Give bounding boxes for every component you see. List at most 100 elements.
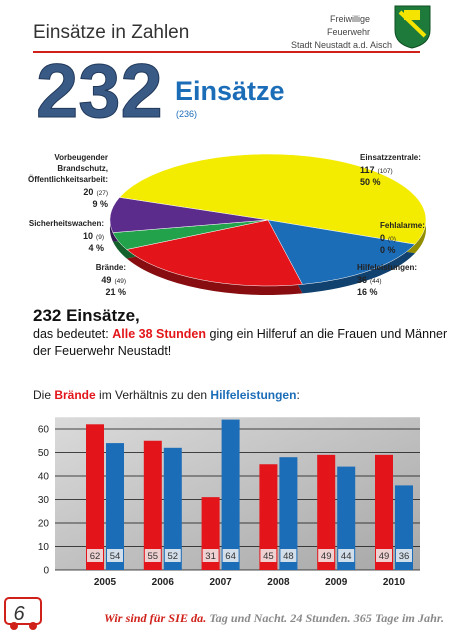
pie-percent: 9 % — [92, 199, 108, 209]
value-label: 64 — [225, 551, 236, 562]
footer-slogan: Wir sind für SIE da. Tag und Nacht. 24 S… — [104, 611, 444, 625]
bar — [337, 466, 356, 570]
footer-segment: Tag und Nacht. 24 Stunden. 365 Tage im J… — [206, 611, 444, 625]
value-label: 44 — [341, 551, 352, 562]
pie-previous: (27) — [96, 190, 108, 197]
pie-count-line: 117 (107) — [360, 165, 393, 175]
org-line: Freiwillige — [330, 14, 370, 24]
value-label-box — [376, 549, 392, 562]
bar — [259, 464, 278, 570]
page-badge: 6 — [4, 597, 42, 630]
value-label-box — [107, 549, 123, 562]
value-label-box — [338, 549, 355, 562]
body-segment: das bedeutet: — [33, 327, 112, 341]
org-line: Stadt Neustadt a.d. Aisch — [291, 40, 392, 50]
pie-previous: (49) — [114, 278, 126, 285]
value-label-box — [260, 549, 277, 562]
body-segment: Alle 38 Stunden — [112, 327, 206, 341]
y-tick-label: 10 — [38, 542, 50, 553]
pie-slice — [119, 153, 427, 245]
title-segment: Hilfeleistungen — [210, 388, 296, 402]
pie-chart: Einsatzzentrale: 117 (107) 50 % Hilfeleistun… — [28, 153, 427, 297]
pie-count-line: 10 (9) — [83, 231, 104, 241]
y-tick-label: 50 — [38, 448, 50, 459]
value-label: 36 — [399, 551, 410, 562]
x-tick-label: 2005 — [94, 577, 117, 588]
y-tick-label: 20 — [38, 519, 50, 530]
y-tick-label: 0 — [43, 566, 49, 577]
value-label: 49 — [321, 551, 332, 562]
bar — [317, 454, 336, 570]
value-label-box — [318, 549, 335, 562]
pie-label: Sicherheitswachen: — [29, 219, 104, 228]
y-tick-label: 60 — [38, 425, 50, 436]
bar — [106, 443, 124, 570]
value-label-box — [280, 549, 297, 562]
pie-count-line: 20 (27) — [83, 187, 108, 197]
pie-count: 20 — [83, 187, 93, 197]
bar — [375, 454, 393, 570]
value-label-box — [87, 549, 103, 562]
pie-percent: 50 % — [360, 177, 381, 187]
bar-chart-title: Die Brände im Verhältnis zu den Hilfelei… — [33, 388, 300, 402]
body-line: der Feuerwehr Neustadt! — [33, 344, 171, 358]
pie-label: Brandschutz, — [57, 164, 108, 173]
page-title: Einsätze in Zahlen — [33, 22, 189, 43]
bar — [143, 440, 162, 570]
value-label: 52 — [168, 551, 179, 562]
pie-count: 117 — [360, 165, 375, 175]
value-label: 55 — [148, 551, 159, 562]
pie-slice — [126, 219, 303, 287]
x-tick-label: 2006 — [152, 577, 175, 588]
pie-label: Einsatzzentrale: — [360, 153, 421, 162]
bar-chart: Die Brände im Verhältnis zu den Hilfelei… — [33, 388, 420, 588]
footer-segment: Wir sind für SIE da. — [104, 611, 206, 625]
value-label-box — [202, 549, 219, 562]
title-segment: Brände — [54, 388, 96, 402]
x-tick-label: 2007 — [209, 577, 232, 588]
pie-count-line: 0 (0) — [380, 233, 396, 243]
previous-total: (236) — [176, 109, 197, 119]
pie-previous: (0) — [388, 236, 396, 243]
page-number: 6 — [13, 603, 25, 625]
x-tick-label: 2008 — [267, 577, 290, 588]
value-label: 48 — [283, 551, 294, 562]
pie-previous: (9) — [96, 234, 104, 241]
value-label-box — [164, 549, 181, 562]
title-segment: Die — [33, 388, 54, 402]
pie-percent: 4 % — [88, 243, 104, 253]
pie-percent: 21 % — [105, 287, 126, 297]
pie-percent: 16 % — [357, 287, 378, 297]
value-label: 54 — [110, 551, 121, 562]
pie-slice — [267, 219, 416, 285]
y-tick-label: 40 — [38, 472, 50, 483]
pie-count: 36 — [357, 275, 367, 285]
bar — [395, 485, 413, 570]
pie-label: Fehlalarme: — [380, 221, 425, 230]
bar — [86, 424, 104, 570]
pie-label: Hilfeleistungen: — [357, 263, 417, 272]
value-label: 62 — [90, 551, 101, 562]
value-label: 31 — [205, 551, 216, 562]
pie-count: 10 — [83, 231, 93, 241]
x-tick-label: 2010 — [383, 577, 406, 588]
total-label: Einsätze — [175, 76, 285, 106]
pie-percent: 0 % — [380, 245, 396, 255]
value-label-box — [396, 549, 412, 562]
pie-label: Brände: — [96, 263, 126, 272]
body-segment: der Feuerwehr Neustadt! — [33, 344, 171, 358]
pie-label: Öffentlichkeitsarbeit: — [28, 175, 108, 184]
pie-label: Vorbeugender — [54, 153, 108, 162]
logo — [394, 5, 431, 49]
body-line: das bedeutet: Alle 38 Stunden ging ein H… — [33, 327, 447, 341]
bar — [221, 419, 240, 570]
pie-count: 0 — [380, 233, 385, 243]
body-heading: 232 Einsätze, — [33, 306, 140, 325]
pie-count-line: 36 (44) — [357, 275, 382, 285]
value-label: 45 — [263, 551, 274, 562]
value-label-box — [144, 549, 161, 562]
title-segment: : — [296, 388, 299, 402]
pie-slice — [109, 197, 269, 233]
value-label-box — [222, 549, 239, 562]
